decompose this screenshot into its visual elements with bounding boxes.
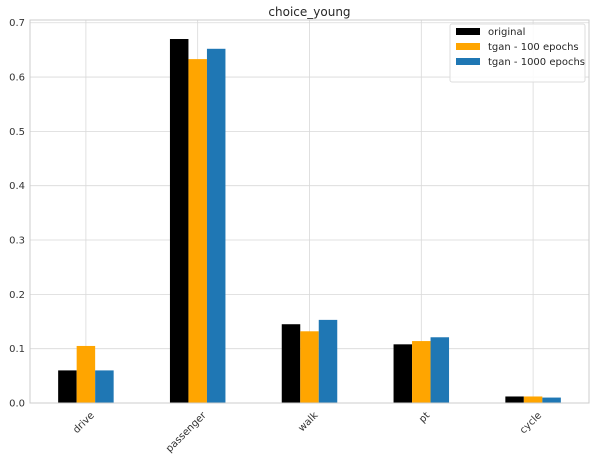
bar-drive-1 <box>76 345 96 403</box>
bar-cycle-1 <box>523 396 543 403</box>
legend-box <box>449 23 586 83</box>
y-tick-label: 0.6 <box>9 73 25 84</box>
y-tick-label: 0.3 <box>9 236 25 247</box>
bar-drive-2 <box>95 370 114 403</box>
bar-passenger-0 <box>169 39 189 403</box>
legend-swatch <box>456 43 480 50</box>
x-tick-label: cycle <box>518 410 544 436</box>
x-tick-label: passenger <box>164 410 209 455</box>
bar-drive-0 <box>58 370 77 403</box>
y-tick-label: 0.4 <box>9 181 25 192</box>
y-tick-label: 0.1 <box>9 344 25 355</box>
x-tick-label: walk <box>296 410 320 434</box>
bar-walk-2 <box>318 319 338 403</box>
y-tick-label: 0.7 <box>9 18 25 29</box>
legend-swatch <box>456 28 480 35</box>
y-tick-label: 0.2 <box>9 290 25 301</box>
bar-pt-0 <box>393 344 413 403</box>
legend-swatch <box>456 58 480 65</box>
bar-pt-2 <box>430 337 450 403</box>
bar-passenger-1 <box>188 59 207 403</box>
legend-label: tgan - 100 epochs <box>488 42 579 53</box>
plot-frame <box>29 19 590 404</box>
bar-cycle-2 <box>542 397 561 403</box>
bars <box>58 39 561 403</box>
bar-pt-1 <box>412 341 431 403</box>
bar-cycle-0 <box>505 396 524 403</box>
legend-label: original <box>488 27 525 38</box>
grid <box>30 20 589 404</box>
y-tick-label: 0.5 <box>9 127 25 138</box>
bar-walk-1 <box>300 331 319 403</box>
y-tick-label: 0.0 <box>9 399 25 410</box>
x-tick-label: drive <box>71 410 97 436</box>
legend-label: tgan - 1000 epochs <box>488 57 585 68</box>
bar-walk-0 <box>281 324 301 403</box>
x-tick-label: pt <box>417 410 432 425</box>
chart-title: choice_young <box>268 5 350 19</box>
legend: original tgan - 100 epochs tgan - 1000 epo… <box>449 23 586 83</box>
bar-passenger-2 <box>206 48 226 403</box>
